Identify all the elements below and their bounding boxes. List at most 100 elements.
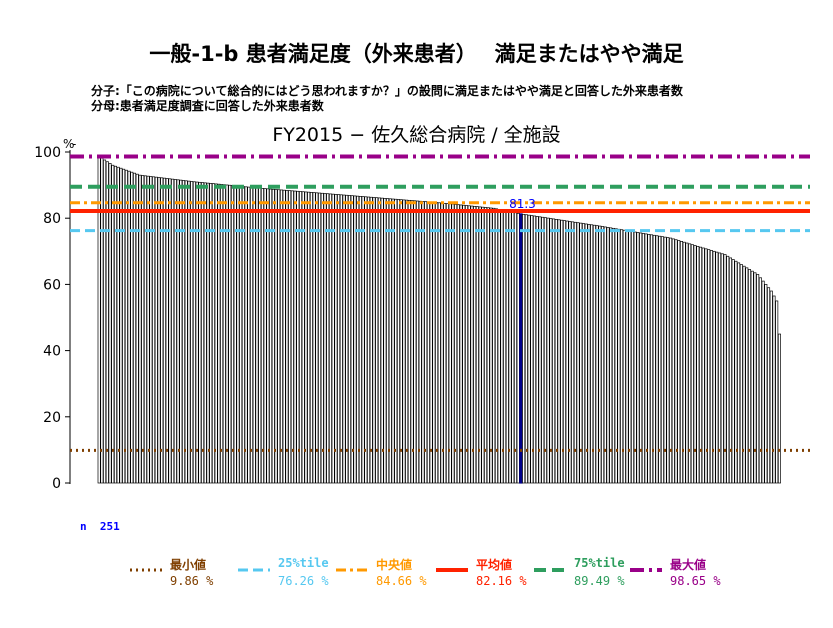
bar: [731, 259, 735, 484]
legend-label-median: 中央値: [376, 558, 413, 572]
legend-value-max: 98.65 %: [670, 574, 721, 588]
bar: [372, 197, 376, 484]
bar: [124, 169, 128, 484]
bar: [448, 203, 452, 484]
bar: [470, 205, 474, 484]
bar: [386, 198, 390, 484]
y-axis-unit-label: %: [63, 137, 74, 151]
highlight-value-label: 81.3: [509, 197, 536, 211]
bar: [473, 206, 477, 484]
bar: [192, 181, 196, 484]
bar: [209, 183, 213, 484]
bar: [222, 184, 226, 484]
bar: [211, 183, 215, 484]
bar: [777, 333, 781, 484]
bar: [184, 180, 188, 484]
bar: [625, 230, 629, 484]
bar: [576, 222, 580, 484]
bar: [328, 193, 332, 484]
bar: [527, 214, 531, 484]
legend-swatch-mean: [436, 568, 468, 572]
bar: [396, 199, 400, 484]
bar: [666, 237, 670, 484]
bar: [530, 215, 534, 484]
bar: [206, 182, 210, 484]
bar: [478, 206, 482, 484]
bar: [543, 217, 547, 484]
bar: [459, 204, 463, 484]
bar: [97, 156, 101, 484]
chart-title: 一般-1-b 患者満足度（外来患者） 満足またはやや満足: [149, 42, 684, 66]
bar: [369, 196, 373, 484]
bar: [462, 204, 466, 484]
bar: [388, 198, 392, 484]
bar: [100, 157, 104, 484]
y-axis: 0 20 40 60 80 100: [34, 145, 71, 492]
bar: [756, 274, 760, 484]
bar: [263, 188, 267, 484]
bar: [598, 225, 602, 484]
bar: [168, 178, 172, 484]
bar: [707, 249, 711, 484]
bar: [636, 232, 640, 484]
bar: [113, 165, 118, 484]
bar: [307, 191, 311, 484]
bar: [671, 238, 675, 484]
bar: [271, 188, 275, 484]
bar: [432, 201, 436, 484]
bar: [609, 227, 613, 484]
bar: [718, 252, 722, 484]
bar: [465, 205, 469, 484]
bar: [198, 181, 202, 484]
bar: [682, 241, 686, 484]
n-count-label: n 251: [80, 520, 120, 533]
bar: [750, 270, 754, 484]
bar: [413, 200, 417, 484]
bar: [552, 218, 556, 484]
y-tick-label: 80: [43, 211, 61, 227]
bar: [704, 248, 708, 484]
bar: [693, 245, 697, 484]
bar: [195, 181, 199, 484]
bar: [347, 195, 352, 484]
bar: [688, 243, 692, 484]
bar: [726, 255, 730, 484]
bar: [658, 235, 662, 484]
bar: [135, 173, 139, 484]
bar: [486, 207, 490, 484]
bar: [111, 164, 115, 484]
bar: [402, 199, 406, 484]
bar: [516, 212, 520, 484]
bar: [201, 182, 205, 484]
bar: [767, 287, 771, 484]
bar: [647, 234, 651, 484]
bar: [424, 201, 428, 484]
bar: [364, 196, 368, 484]
bar: [508, 211, 512, 484]
bar: [660, 236, 664, 484]
bar: [380, 197, 384, 484]
bar: [562, 220, 566, 484]
bar: [513, 212, 518, 484]
bar: [440, 202, 444, 484]
bar: [353, 195, 357, 484]
bar: [549, 218, 553, 484]
bar: [663, 236, 667, 484]
legend-value-75tile: 89.49 %: [574, 574, 625, 588]
bar: [633, 231, 637, 484]
bar: [108, 163, 112, 484]
bar: [288, 190, 292, 484]
bar: [337, 194, 341, 484]
bar: [511, 211, 515, 484]
bar: [318, 192, 322, 484]
bar: [266, 188, 270, 484]
bar: [522, 213, 526, 484]
bar: [130, 171, 134, 484]
bar: [299, 191, 303, 484]
bar: [685, 242, 689, 484]
numerator-note: 分子:「この病院について総合的にはどう思われますか？」の設問に満足またはやや満足…: [91, 84, 683, 98]
bar: [739, 264, 743, 484]
bar: [350, 195, 354, 484]
legend-label-mean: 平均値: [476, 558, 513, 572]
bar: [331, 193, 335, 484]
